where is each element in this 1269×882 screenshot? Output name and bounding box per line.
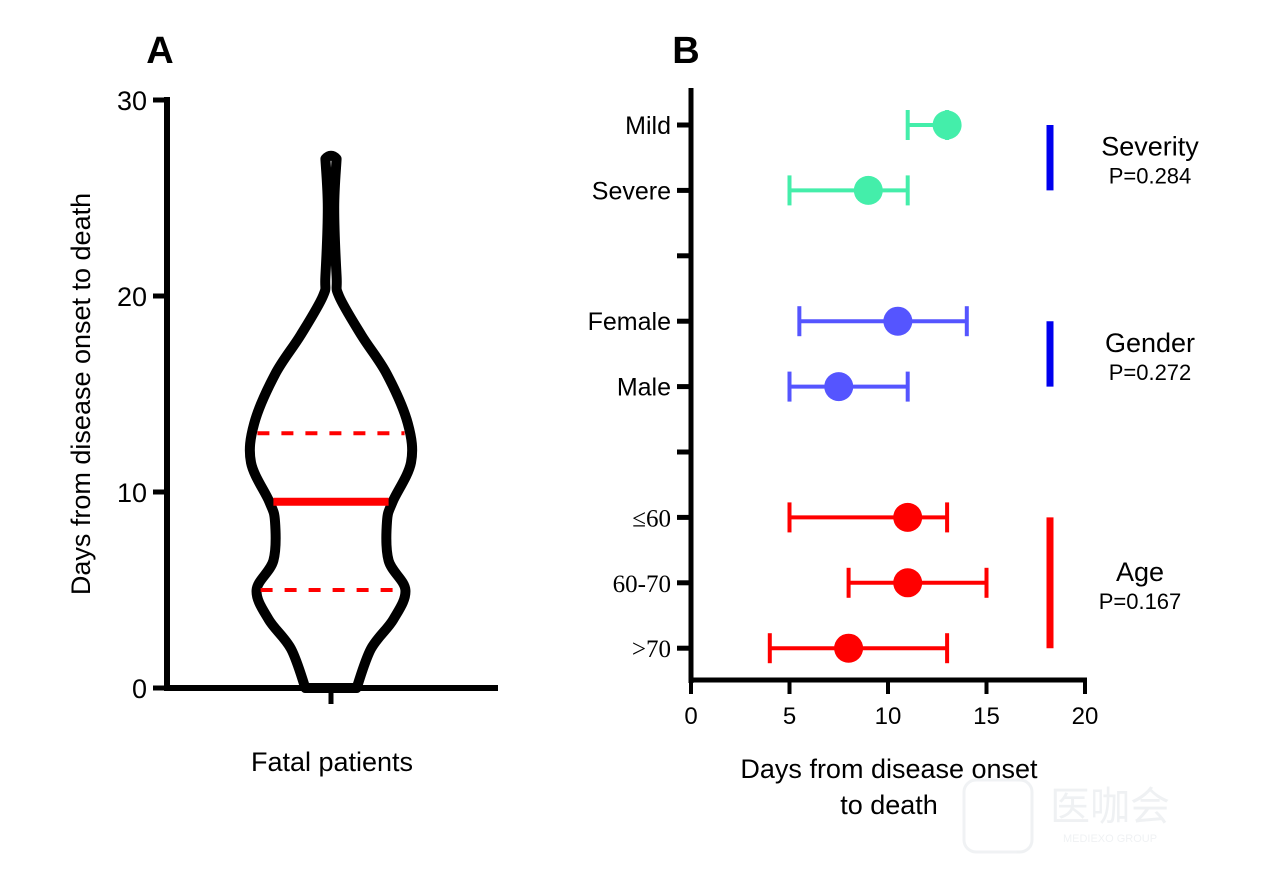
forest-row-60 — [787, 502, 950, 533]
x-axis-label-b-line1: Days from disease onset — [740, 754, 1038, 784]
watermark-logo-icon — [962, 778, 1034, 854]
y-tick-label-a: 10 — [117, 478, 147, 508]
panel-label-a: A — [146, 30, 173, 72]
median-point — [883, 306, 913, 336]
y-tick-label-b: Female — [588, 308, 671, 336]
x-tick-label-b: 20 — [1072, 703, 1099, 730]
y-tick-label-b: >70 — [632, 636, 671, 663]
group-name: Age — [1116, 557, 1164, 587]
y-tick-label-b: 60-70 — [613, 571, 671, 598]
y-tick-label-a: 20 — [117, 282, 147, 312]
panel-label-b: B — [672, 30, 699, 72]
forest-rows — [767, 110, 989, 664]
y-tick-label-b: ≤60 — [632, 505, 671, 532]
panel-b: B Days from disease onset to death 0 5 10 1… — [588, 30, 1200, 820]
watermark: 医咖会 MEDIEXO GROUP — [962, 778, 1170, 854]
group-p-value: P=0.284 — [1109, 164, 1192, 189]
violin-plot — [244, 150, 418, 693]
x-axis-label-a: Fatal patients — [251, 747, 413, 777]
group-p-value: P=0.167 — [1099, 589, 1182, 614]
group-name: Severity — [1101, 132, 1199, 162]
median-point — [932, 110, 962, 140]
watermark-text: 医咖会 — [1050, 785, 1170, 829]
group-name: Gender — [1105, 328, 1195, 358]
y-tick-label-b: Mild — [625, 112, 671, 140]
forest-row-Female — [797, 306, 969, 337]
forest-row-Mild — [905, 110, 962, 140]
forest-row-70 — [767, 633, 950, 664]
panel-a: A Days from disease onset to death Fatal… — [66, 30, 498, 777]
x-tick-label-b: 10 — [875, 703, 902, 730]
axes-a: 0 10 20 30 — [117, 86, 498, 704]
median-point — [834, 633, 864, 663]
y-tick-label-a: 30 — [117, 86, 147, 116]
x-tick-label-b: 15 — [973, 703, 1000, 730]
watermark-subtext: MEDIEXO GROUP — [1063, 833, 1157, 845]
x-tick-label-b: 5 — [783, 703, 796, 730]
forest-row-6070 — [846, 567, 989, 598]
x-axis-label-b-line2: to death — [840, 790, 938, 820]
median-point — [893, 568, 923, 598]
forest-row-Male — [787, 371, 910, 402]
x-tick-label-b: 0 — [684, 703, 697, 730]
axes-b: 0 5 10 15 20 Mild Severe Female Male ≤60 60-70 >70 — [588, 88, 1099, 730]
y-tick-label-b: Male — [617, 374, 671, 402]
violin-outline — [244, 150, 418, 693]
forest-row-Severe — [787, 175, 910, 206]
median-point — [824, 372, 854, 402]
y-axis-label-a: Days from disease onset to death — [66, 193, 96, 595]
median-point — [893, 502, 923, 532]
group-p-value: P=0.272 — [1109, 360, 1192, 385]
y-tick-label-b: Severe — [592, 177, 671, 205]
y-tick-label-a: 0 — [132, 674, 147, 704]
median-point — [853, 175, 883, 205]
